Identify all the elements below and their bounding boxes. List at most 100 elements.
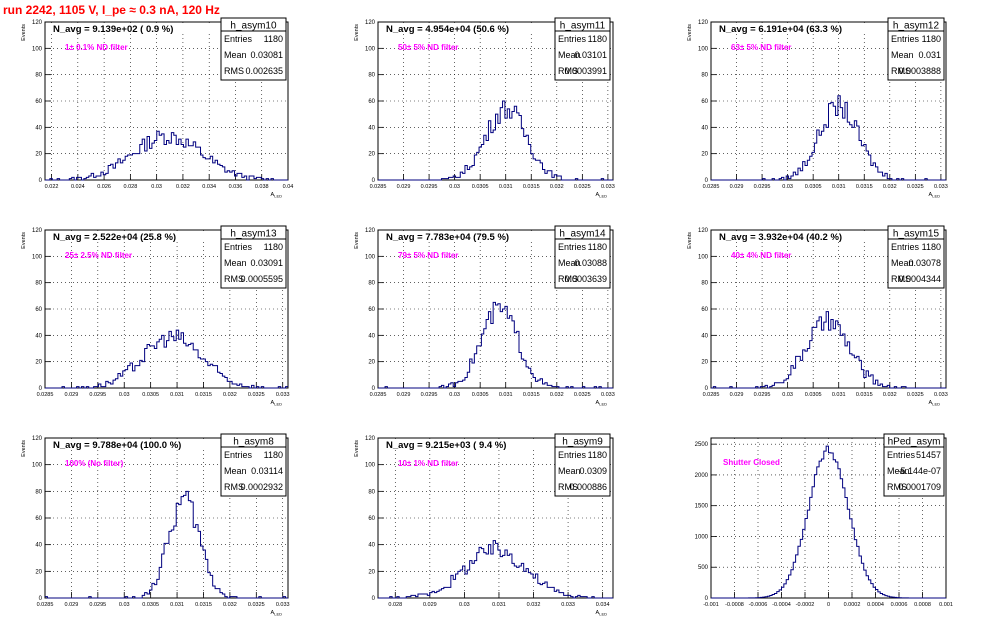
stats-box-frame [220, 17, 287, 81]
x-tick-label: 0.001 [939, 602, 953, 608]
stats-value-entries: 1180 [922, 34, 941, 44]
y-tick-label: 100 [365, 463, 376, 469]
stats-key-rms: RMS [224, 66, 244, 76]
y-tick-label: 120 [365, 20, 376, 26]
x-tick-label: 0.0285 [370, 392, 387, 398]
x-tick-label: 0.0295 [89, 392, 106, 398]
y-axis-label: Events [354, 232, 360, 249]
x-tick-label: 0.0295 [754, 184, 771, 190]
y-tick-label: 40 [368, 125, 375, 131]
histogram-outline [45, 490, 288, 599]
y-tick-label: 120 [365, 436, 376, 442]
histogram-h_asym8: 0 20 40 60 80 100 120 0.0285 0.029 0.0295 0.03 0.03… [21, 433, 290, 617]
x-tick-label: 0.0325 [574, 184, 591, 190]
y-tick-label: 2500 [695, 442, 709, 448]
x-axis-label-subscript: LED [599, 402, 607, 407]
stats-value-mean: 0.03114 [251, 466, 283, 476]
y-tick-label: 80 [368, 73, 375, 79]
y-tick-label: 60 [35, 516, 42, 522]
histogram-outline [45, 329, 288, 389]
y-tick-label: 40 [368, 333, 375, 339]
x-tick-label: 0.032 [550, 392, 564, 398]
x-tick-label: -0.0008 [725, 602, 744, 608]
y-tick-label: 0 [39, 386, 43, 392]
x-tick-label: 0.03 [119, 392, 130, 398]
stats-key-entries: Entries [224, 242, 253, 252]
histogram-outline [378, 540, 613, 599]
stats-box-frame [887, 225, 945, 289]
x-tick-label: 0.032 [176, 184, 190, 190]
x-tick-label: 0.03 [449, 392, 460, 398]
stats-title: h_asym12 [893, 21, 940, 32]
navg-label: N_avg = 9.788e+04 (100.0 %) [53, 440, 181, 451]
x-axis-label-subscript: LED [274, 612, 282, 617]
y-tick-label: 20 [368, 569, 375, 575]
x-tick-label: 0.0325 [574, 392, 591, 398]
x-tick-label: 0.0325 [248, 392, 265, 398]
stats-key-entries: Entries [891, 242, 920, 252]
stats-key-mean: Mean [224, 50, 247, 60]
y-tick-label: 0 [372, 596, 376, 602]
filter-label: 50± 5% ND filter [398, 43, 458, 52]
y-tick-label: 120 [365, 228, 376, 234]
x-tick-label: 0.031 [832, 184, 846, 190]
x-tick-label: 0.0305 [472, 184, 489, 190]
x-axis-label-subscript: LED [599, 194, 607, 199]
y-axis-label: Events [354, 440, 360, 457]
x-tick-label: 0.032 [883, 392, 897, 398]
x-tick-label: 0.03 [119, 602, 130, 608]
x-tick-label: 0.033 [276, 602, 290, 608]
x-tick-label: 0 [827, 602, 830, 608]
stats-value-rms: 0.0002932 [240, 482, 283, 492]
filter-label: Shutter Closed [723, 458, 780, 467]
y-tick-label: 60 [701, 99, 708, 105]
navg-label-bg [381, 231, 556, 242]
navg-label-bg [48, 231, 223, 242]
navg-label: N_avg = 9.215e+03 ( 9.4 %) [386, 440, 506, 451]
stats-key-mean: Mean [887, 466, 910, 476]
x-tick-label: 0.0006 [891, 602, 908, 608]
x-axis-label-subscript: LED [599, 612, 607, 617]
x-axis-label: ALED [271, 610, 283, 617]
y-tick-label: 40 [35, 125, 42, 131]
y-tick-label: 40 [368, 543, 375, 549]
y-tick-label: 100 [698, 254, 709, 260]
x-tick-label: 0.029 [730, 184, 744, 190]
stats-box-frame [554, 17, 611, 81]
y-axis-label: Events [21, 24, 27, 41]
y-tick-label: 0 [39, 178, 43, 184]
navg-label: N_avg = 9.139e+02 ( 0.9 %) [53, 24, 173, 35]
x-tick-label: 0.0325 [907, 184, 924, 190]
stats-title: h_asym8 [233, 437, 274, 448]
y-tick-label: 120 [698, 20, 709, 26]
stats-title: h_asym14 [559, 229, 606, 240]
stats-value-rms: 0.002635 [245, 66, 283, 76]
x-tick-label: 0.033 [934, 184, 948, 190]
filter-label: 10± 1% ND filter [398, 459, 458, 468]
x-tick-label: 0.03 [449, 184, 460, 190]
stats-box: hPed_asym Entries 51457 Mean-5.144e-07 RMS0.… [883, 433, 945, 497]
x-tick-label: 0.03 [782, 184, 793, 190]
x-tick-label: 0.0315 [523, 184, 540, 190]
y-tick-label: 20 [701, 152, 708, 158]
x-tick-label: 0.0285 [703, 392, 720, 398]
stats-key-rms: RMS [558, 66, 578, 76]
y-axis-label: Events [687, 24, 693, 41]
y-tick-label: 100 [32, 254, 43, 260]
stats-key-entries: Entries [224, 450, 253, 460]
x-tick-label: 0.0295 [421, 184, 438, 190]
navg-label: N_avg = 3.932e+04 (40.2 %) [719, 232, 842, 243]
stats-title: h_asym13 [230, 229, 277, 240]
y-tick-label: 120 [32, 20, 43, 26]
x-tick-label: 0.032 [223, 602, 237, 608]
x-tick-label: 0.029 [65, 602, 79, 608]
x-axis-label: ALED [596, 192, 608, 199]
y-tick-label: 80 [701, 281, 708, 287]
x-axis-label: ALED [271, 400, 283, 407]
stats-value-mean: 0.03101 [574, 50, 607, 60]
x-tick-label: 0.04 [283, 184, 294, 190]
x-axis-label-subscript: LED [274, 194, 282, 199]
